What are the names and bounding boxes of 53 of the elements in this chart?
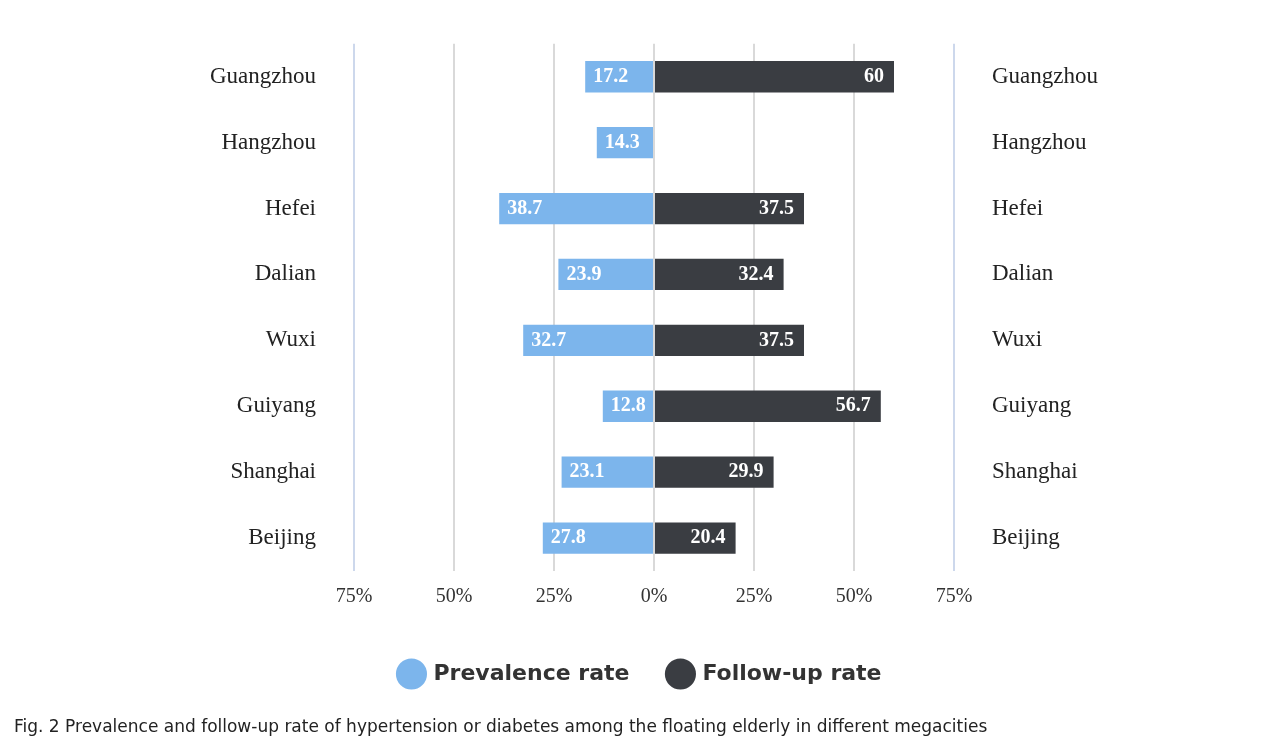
y-tick-label: Guiyang <box>236 392 317 418</box>
bar <box>655 61 894 93</box>
data-label: 27.8 <box>550 525 586 548</box>
category-label: Guiyang <box>992 392 1072 418</box>
data-label: 32.7 <box>531 327 567 350</box>
bar <box>558 258 653 291</box>
legend-label: Follow-up rate <box>702 659 882 685</box>
x-tick-label: 50% <box>435 584 473 607</box>
y-tick-label: Hangzhou <box>221 128 317 154</box>
caption: Fig. 2 Prevalence and follow-up rate of hypertension or diabetes among the floating elderly in different megacities <box>14 716 988 736</box>
category-label: Shanghai <box>992 458 1078 484</box>
y-tick-label: Wuxi <box>265 326 316 352</box>
x-tick-label: 50% <box>835 584 873 607</box>
data-label: 56.7 <box>835 393 871 416</box>
category-label: Wuxi <box>992 326 1043 352</box>
data-label: 37.5 <box>759 327 794 350</box>
bar <box>655 258 784 291</box>
bar <box>655 456 774 488</box>
bar <box>561 456 653 488</box>
data-label: 20.4 <box>690 525 726 548</box>
x-tick-label: 75% <box>335 584 373 607</box>
x-tick-label: 25% <box>535 584 573 607</box>
data-label: 37.5 <box>759 195 794 218</box>
bar <box>655 390 881 422</box>
data-label: 23.9 <box>566 261 602 284</box>
legend-label: Prevalence rate <box>433 659 630 685</box>
bar <box>499 192 653 225</box>
y-tick-label: Shanghai <box>230 458 316 484</box>
y-tick-label: Hefei <box>264 194 316 220</box>
data-label: 29.9 <box>728 459 764 482</box>
data-label: 12.8 <box>610 393 646 416</box>
x-tick-label: 0% <box>640 584 668 607</box>
category-label: Hefei <box>992 194 1044 220</box>
bar <box>523 324 653 356</box>
bar <box>542 522 653 554</box>
data-label: 60 <box>864 63 884 86</box>
x-tick-label: 75% <box>935 584 973 607</box>
x-tick-label: 25% <box>735 584 773 607</box>
bar <box>655 192 804 225</box>
data-label: 38.7 <box>507 195 543 218</box>
y-tick-label: Guangzhou <box>209 62 317 88</box>
data-label: 23.1 <box>569 459 605 482</box>
category-label: Beijing <box>992 524 1060 550</box>
category-label: Hangzhou <box>992 128 1087 154</box>
data-label: 14.3 <box>604 129 640 152</box>
category-label: Dalian <box>992 260 1054 286</box>
y-tick-label: Dalian <box>254 260 317 286</box>
data-label: 17.2 <box>593 63 629 86</box>
bar <box>655 324 804 356</box>
data-label: 32.4 <box>738 261 774 284</box>
bar <box>655 522 736 554</box>
y-tick-label: Beijing <box>248 524 317 550</box>
category-label: Guangzhou <box>992 62 1099 88</box>
